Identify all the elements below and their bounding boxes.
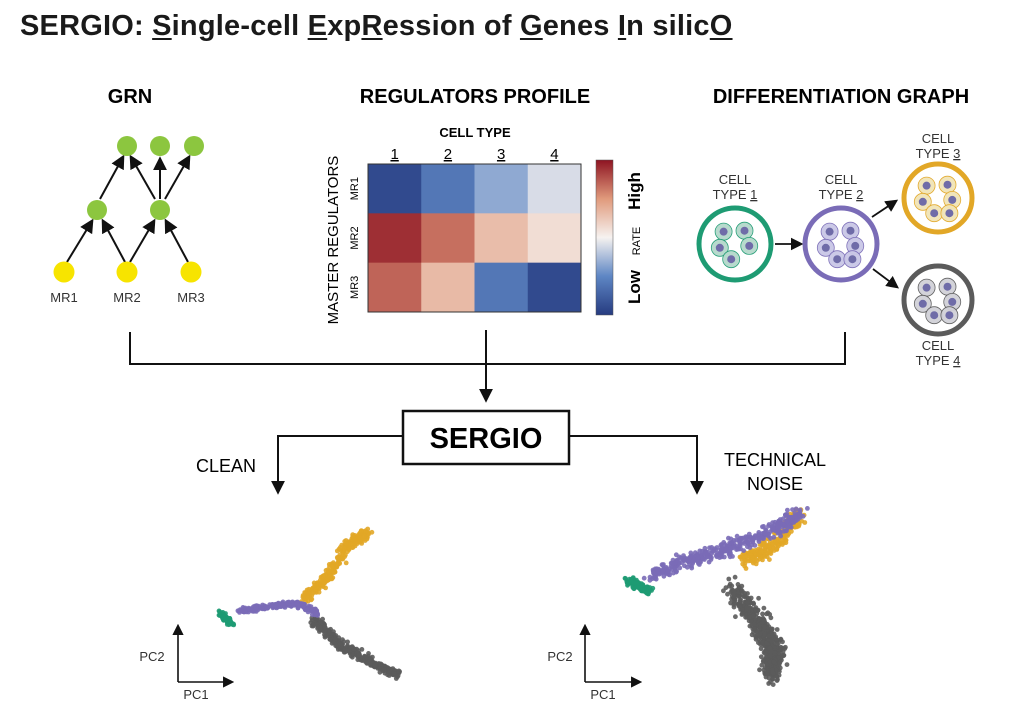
heatmap-cell-r2-c4 — [527, 213, 582, 264]
heatmap-col-label-4: 4 — [550, 146, 558, 163]
input-flow-lines — [129, 330, 846, 495]
colorbar-high-label: High — [625, 172, 644, 210]
heatmap-row-title: MASTER REGULATORS — [325, 156, 342, 325]
noise-pc-axes — [579, 623, 643, 688]
noise-pc1-label: PC1 — [590, 687, 615, 702]
heatmap-cells — [368, 164, 582, 313]
figure-title: SERGIO: Single-cell ExpRession of Genes … — [20, 10, 733, 42]
heatmap-col-labels: 1 2 3 4 — [390, 146, 558, 163]
grn-edges — [66, 154, 191, 263]
heatmap-cell-r1-c2 — [421, 164, 475, 214]
clean-pc-axes — [172, 623, 235, 688]
noise-cells-type-2 — [641, 506, 810, 583]
grn-nodes — [53, 136, 204, 283]
cell2-label-line2: TYPE 2 — [819, 187, 864, 202]
heatmap-row-labels: MR1 MR2 MR3 — [349, 177, 361, 299]
heatmap-col-title: CELL TYPE — [439, 125, 511, 140]
heatmap-col-label-3: 3 — [497, 146, 505, 163]
heatmap-frame — [367, 163, 582, 313]
grn-mr3-label: MR3 — [177, 290, 204, 305]
heatmap-row-label-2: MR2 — [349, 226, 361, 249]
heatmap-col-label-1: 1 — [390, 146, 398, 163]
cell2-label-line1: CELL — [825, 172, 858, 187]
heatmap-cell-r2-c3 — [474, 213, 529, 264]
heatmap-cell-r2-c1 — [368, 213, 422, 264]
clean-cells-type-1 — [216, 608, 237, 628]
grn-mid-node-1 — [87, 200, 107, 220]
grn-target-node-2 — [150, 136, 170, 156]
heatmap-row-label-3: MR3 — [349, 276, 361, 299]
colorbar-low-label: Low — [625, 269, 644, 304]
heatmap-cell-r3-c3 — [474, 262, 529, 313]
sergio-box-label: SERGIO — [430, 423, 543, 455]
heatmap-row-label-1: MR1 — [349, 177, 361, 200]
noise-pca-scatter — [622, 506, 810, 687]
colorbar-rate-label: RATE — [631, 227, 643, 256]
cell-type-2-circle — [802, 205, 880, 283]
clean-cells-type-4 — [308, 614, 402, 681]
clean-label: CLEAN — [196, 456, 256, 476]
heatmap-cell-r1-c3 — [474, 164, 529, 214]
differentiation-graph-heading: DIFFERENTIATION GRAPH — [713, 86, 969, 108]
cell4-label-line2: TYPE 4 — [916, 353, 961, 368]
noise-label-line2: NOISE — [747, 474, 803, 494]
regulators-profile-heading: REGULATORS PROFILE — [360, 86, 590, 108]
cell4-label-line1: CELL — [922, 338, 955, 353]
cell3-label-line2: TYPE 3 — [916, 146, 961, 161]
cell-type-circles — [696, 161, 975, 337]
noise-label-line1: TECHNICAL — [724, 450, 826, 470]
clean-cells-type-2 — [235, 599, 320, 618]
rate-colorbar — [595, 159, 614, 316]
grn-master-node-2 — [116, 261, 138, 283]
cell-type-1-circle — [696, 205, 774, 283]
clean-pc1-label: PC1 — [183, 687, 208, 702]
differentiation-arrows — [775, 199, 900, 289]
grn-target-node-1 — [117, 136, 137, 156]
heatmap-cell-r2-c2 — [421, 213, 475, 264]
grn-mid-node-2 — [150, 200, 170, 220]
clean-pc2-label: PC2 — [139, 649, 164, 664]
grn-target-node-3 — [184, 136, 204, 156]
noise-pc2-label: PC2 — [547, 649, 572, 664]
heatmap-cell-r3-c2 — [421, 262, 475, 313]
cell3-label-line1: CELL — [922, 131, 955, 146]
grn-mr2-label: MR2 — [113, 290, 140, 305]
sergio-box — [401, 409, 571, 466]
noise-cells-type-4 — [721, 574, 790, 687]
noise-cells-type-1 — [622, 575, 656, 597]
cell1-label-line2: TYPE 1 — [713, 187, 758, 202]
heatmap-cell-r1-c1 — [368, 164, 422, 214]
heatmap-cell-r3-c1 — [368, 262, 422, 313]
heatmap-col-label-2: 2 — [444, 146, 452, 163]
grn-heading: GRN — [108, 86, 152, 108]
cell1-label-line1: CELL — [719, 172, 752, 187]
grn-master-node-1 — [53, 261, 75, 283]
cell-type-3-circle — [901, 161, 975, 235]
grn-master-node-3 — [180, 261, 202, 283]
clean-pca-scatter — [216, 526, 402, 681]
heatmap-cell-r3-c4 — [527, 262, 582, 313]
grn-mr1-label: MR1 — [50, 290, 77, 305]
cell-type-4-circle — [901, 263, 975, 337]
heatmap-cell-r1-c4 — [527, 164, 582, 214]
clean-cells-type-3 — [299, 526, 375, 605]
